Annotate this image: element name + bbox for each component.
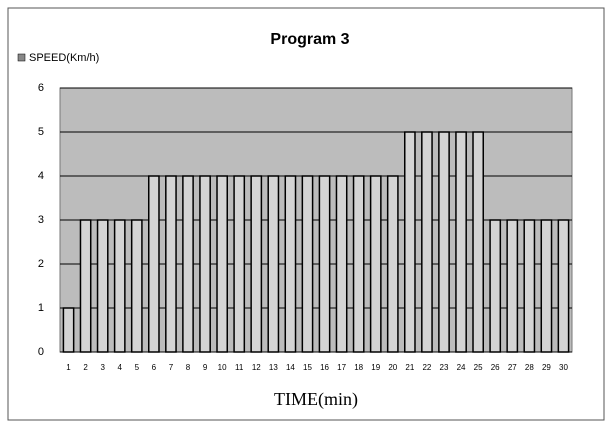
x-tick-label: 6 <box>152 363 157 372</box>
bar <box>267 175 280 353</box>
x-tick-label: 12 <box>252 363 261 372</box>
x-tick-label: 4 <box>118 363 123 372</box>
x-tick-label: 1 <box>66 363 71 372</box>
y-tick-label: 5 <box>38 126 44 138</box>
bar <box>62 307 75 353</box>
y-tick-label: 3 <box>38 214 44 226</box>
x-tick-label: 18 <box>354 363 363 372</box>
bar <box>506 219 519 353</box>
bar <box>147 175 160 353</box>
y-tick-label: 1 <box>38 302 44 314</box>
bar <box>523 219 536 353</box>
x-tick-label: 8 <box>186 363 191 372</box>
x-tick-label: 3 <box>100 363 105 372</box>
bar <box>301 175 314 353</box>
bar <box>96 219 109 353</box>
x-tick-label: 27 <box>508 363 517 372</box>
legend-label: SPEED(Km/h) <box>29 52 99 64</box>
bar <box>335 175 348 353</box>
bar <box>130 219 143 353</box>
bar <box>318 175 331 353</box>
bar <box>165 175 177 353</box>
x-tick-label: 7 <box>169 363 174 372</box>
bar <box>284 175 297 353</box>
bar <box>455 131 467 353</box>
x-tick-label: 10 <box>218 363 227 372</box>
bar <box>540 219 553 353</box>
x-tick-label: 11 <box>235 363 244 372</box>
bar <box>250 175 263 353</box>
x-tick-label: 29 <box>542 363 551 372</box>
x-tick-label: 17 <box>337 363 346 372</box>
x-tick-label: 25 <box>474 363 483 372</box>
bar <box>182 175 194 353</box>
x-tick-label: 16 <box>320 363 329 372</box>
x-tick-label: 13 <box>269 363 278 372</box>
x-tick-label: 24 <box>457 363 466 372</box>
bar <box>352 175 365 353</box>
legend-swatch <box>17 53 26 62</box>
x-tick-label: 28 <box>525 363 534 372</box>
bar <box>79 219 92 353</box>
bar <box>472 131 485 353</box>
bar <box>199 175 211 353</box>
bar <box>216 175 229 353</box>
y-tick-label: 4 <box>38 170 44 182</box>
bar <box>369 175 382 353</box>
y-tick-label: 2 <box>38 258 44 270</box>
x-tick-label: 9 <box>203 363 208 372</box>
x-tick-label: 21 <box>405 363 414 372</box>
x-tick-label: 30 <box>559 363 568 372</box>
x-tick-label: 19 <box>371 363 380 372</box>
bar <box>489 219 502 353</box>
x-tick-label: 22 <box>422 363 431 372</box>
bar <box>438 131 450 353</box>
bar <box>113 219 126 353</box>
bar <box>557 219 570 353</box>
bar <box>386 175 399 353</box>
x-tick-label: 15 <box>303 363 312 372</box>
bar <box>403 131 416 353</box>
chart-title: Program 3 <box>270 31 349 48</box>
x-axis-title: TIME(min) <box>274 389 358 410</box>
x-tick-label: 23 <box>440 363 449 372</box>
y-tick-label: 6 <box>38 82 44 94</box>
bar <box>233 175 246 353</box>
y-tick-label: 0 <box>38 346 44 358</box>
x-tick-label: 5 <box>135 363 140 372</box>
x-tick-label: 2 <box>83 363 88 372</box>
x-tick-label: 20 <box>388 363 397 372</box>
x-tick-label: 14 <box>286 363 295 372</box>
x-tick-label: 26 <box>491 363 500 372</box>
bar <box>421 131 433 353</box>
